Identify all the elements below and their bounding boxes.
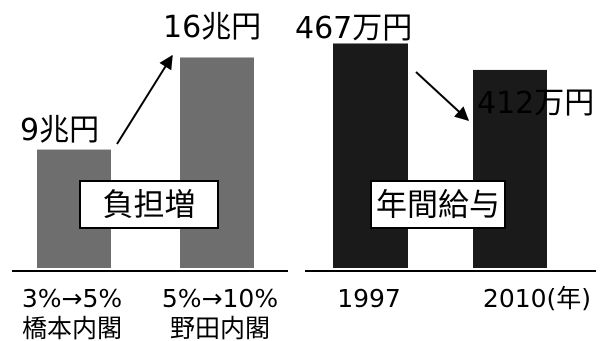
category-sublabel: 野田内閣 bbox=[170, 314, 270, 341]
annotation-label: 負担増 bbox=[103, 188, 196, 224]
annotation-label: 年間給与 bbox=[376, 188, 500, 224]
category-label: 1997 bbox=[337, 284, 401, 313]
value-label: 16兆円 bbox=[163, 10, 261, 45]
category-sublabel: 橋本内閣 bbox=[22, 314, 122, 341]
bar bbox=[473, 69, 547, 268]
trend-arrow bbox=[415, 71, 470, 121]
bar bbox=[180, 57, 254, 269]
category-label: 3%→5% bbox=[22, 284, 122, 313]
category-label: 2010(年) bbox=[483, 284, 591, 313]
value-label: 467万円 bbox=[295, 11, 412, 46]
value-label: 9兆円 bbox=[20, 113, 99, 148]
annotation-box bbox=[79, 180, 219, 229]
annual-salary-chart: 467万円 412万円 1997 2010(年) 年間給与 bbox=[295, 11, 596, 313]
annotation-box bbox=[370, 180, 506, 229]
value-label: 412万円 bbox=[477, 86, 594, 121]
category-label: 5%→10% bbox=[162, 284, 278, 313]
trend-arrow bbox=[116, 54, 173, 145]
burden-increase-chart: 9兆円 16兆円 3%→5% 5%→10% 橋本内閣 野田内閣 負担増 bbox=[12, 10, 288, 341]
bar bbox=[333, 43, 408, 268]
